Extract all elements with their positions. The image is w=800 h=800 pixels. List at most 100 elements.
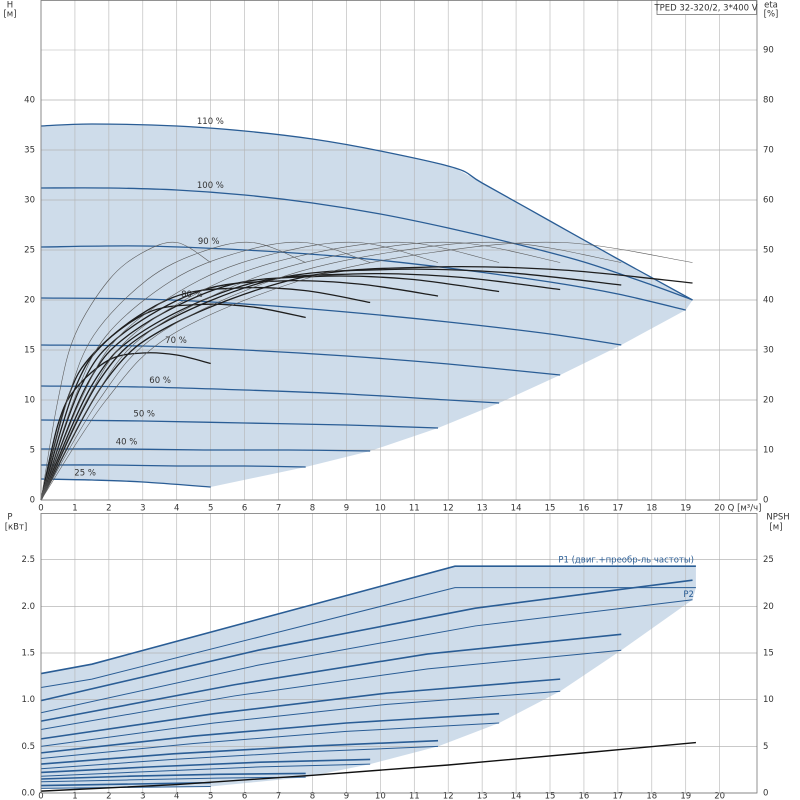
efficiency-curve [40, 241, 211, 501]
x-tick-label: 19 [680, 792, 691, 800]
curve-label: 50 % [133, 410, 155, 420]
efficiency-curve [40, 272, 561, 501]
x-tick-label: 11 [409, 504, 420, 514]
y-tick-label: 15 [24, 346, 35, 356]
efficiency-curve [40, 279, 439, 501]
power-curve [40, 763, 371, 777]
x-tick-label: 12 [443, 504, 454, 514]
efficiency-curve [40, 241, 306, 501]
x-tick-label: 10 [375, 792, 386, 800]
efficiency-curve [40, 241, 622, 501]
x-tick-label: 3 [140, 792, 145, 800]
head-curve [40, 385, 500, 404]
y-tick-label: 0.0 [21, 789, 35, 799]
title-box [656, 0, 757, 15]
x-tick-label: 7 [276, 792, 281, 800]
x-tick-label: 14 [511, 792, 522, 800]
head-curve [40, 123, 693, 301]
x-tick-label: 16 [579, 792, 590, 800]
x-tick-label: 14 [511, 504, 522, 514]
curve-label: 100 % [197, 181, 224, 191]
power-curve [40, 712, 500, 754]
power-curve [40, 781, 211, 787]
curve-label: 90 % [198, 237, 220, 247]
curve-label: 40 % [116, 438, 138, 448]
x-tick-label: 9 [344, 504, 349, 514]
y2-tick-label: 50 [763, 246, 774, 256]
y2-tick-label: 25 [763, 555, 774, 565]
plot-frame [40, 513, 758, 794]
power-curve [40, 776, 306, 783]
efficiency-curve [40, 286, 371, 501]
curve-label: 70 % [165, 336, 187, 346]
x-tick-label: 3 [140, 504, 145, 514]
x-tick-label: 0 [38, 504, 43, 514]
plot-area: 0 1 2 3 4 5 6 7 8 9 10 11 12 13 14 15 16 17 18 19 2005101520… [24, 0, 774, 514]
head-curve [40, 187, 693, 301]
y-axis-title: H [7, 1, 13, 11]
y-tick-label: 30 [24, 196, 35, 206]
y2-axis-unit: [%] [764, 10, 779, 20]
y-tick-label: 2.5 [21, 555, 35, 565]
power-curve [40, 722, 500, 759]
power-curve [40, 599, 693, 714]
y2-tick-label: 20 [763, 396, 774, 406]
power-curve [40, 678, 561, 740]
y2-tick-label: 15 [763, 649, 774, 659]
npsh-curve [40, 741, 696, 792]
curve-label: P1 (двиг.+преобр-ль частоты) [558, 556, 694, 566]
x-tick-label: 0 [38, 792, 43, 800]
y2-axis-title: NPSH [766, 513, 789, 523]
head-curve [40, 297, 622, 346]
efficiency-curve [40, 241, 500, 501]
x-tick-label: 2 [106, 504, 111, 514]
x-tick-label: 18 [646, 504, 657, 514]
y-tick-label: 1.0 [21, 695, 35, 705]
power-curve [40, 745, 439, 770]
power-curve [40, 758, 371, 774]
y-tick-label: 20 [24, 296, 35, 306]
curve-label: 110 % [197, 117, 224, 127]
power-curve [40, 690, 561, 747]
x-tick-label: 10 [375, 504, 386, 514]
y2-tick-label: 20 [763, 602, 774, 612]
x-tick-label: 13 [477, 504, 488, 514]
x-tick-label: 16 [579, 504, 590, 514]
y2-tick-label: 70 [763, 146, 774, 156]
y-tick-label: 10 [24, 396, 35, 406]
y-tick-label: 5 [30, 446, 35, 456]
x-tick-label: 19 [680, 504, 691, 514]
x-tick-label: 17 [612, 792, 623, 800]
y-tick-label: 0 [30, 496, 35, 506]
plot-area: 0 1 2 3 4 5 6 7 8 9 10 11 12 13 14 15 16 17 18 19 200.00.51.… [21, 513, 774, 800]
y2-tick-label: 10 [763, 695, 774, 705]
efficiency-curve [40, 275, 500, 501]
y2-tick-label: 30 [763, 346, 774, 356]
head-curve [40, 448, 371, 452]
efficiency-curve [40, 241, 693, 501]
y2-tick-label: 10 [763, 446, 774, 456]
power-curve [40, 772, 306, 780]
curve-label: 25 % [74, 468, 96, 478]
x-tick-label: 11 [409, 792, 420, 800]
x-tick-label: 2 [106, 792, 111, 800]
y-tick-label: 1.5 [21, 649, 35, 659]
x-tick-label: 4 [174, 792, 179, 800]
y-tick-label: 25 [24, 246, 35, 256]
x-tick-label: 12 [443, 792, 454, 800]
y2-tick-label: 5 [763, 742, 768, 752]
x-tick-label: 15 [545, 504, 556, 514]
plot-frame [40, 0, 758, 501]
y-tick-label: 0.5 [21, 742, 35, 752]
x-tick-label: 8 [310, 792, 315, 800]
head-curve [40, 245, 686, 311]
power-curve [40, 579, 693, 702]
efficiency-curve [40, 241, 561, 501]
power-curve [40, 565, 696, 675]
y2-tick-label: 80 [763, 96, 774, 106]
y-axis-unit: [кВт] [5, 523, 28, 533]
efficiency-curve [40, 241, 439, 501]
efficiency-curve [40, 241, 371, 501]
operating-range [41, 124, 693, 487]
efficiency-curve [40, 303, 306, 501]
